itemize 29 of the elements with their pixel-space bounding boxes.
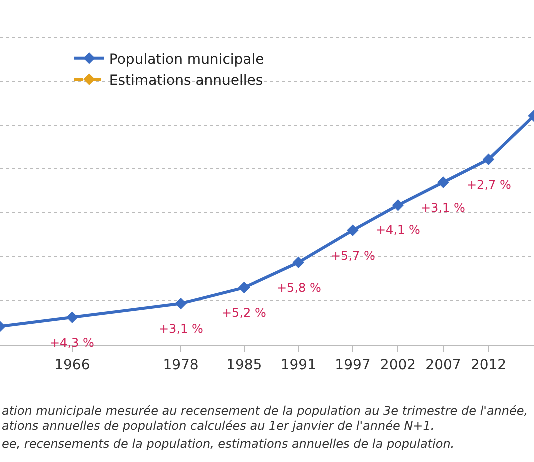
- text: ee, recensements de la population, estimations annuelles de la population.: [2, 437, 455, 451]
- annotation: +5,2 %: [222, 306, 266, 320]
- x-tick-label: 1978: [163, 357, 199, 374]
- legend-label: Estimations annuelles: [109, 73, 264, 90]
- annotation: +3,1 %: [421, 201, 466, 215]
- point: [175, 298, 187, 310]
- x-tick-label: 2012: [470, 357, 507, 374]
- point: [238, 282, 250, 294]
- point: [292, 256, 305, 268]
- point: [392, 200, 404, 212]
- annotation: +3,1 %: [159, 322, 204, 336]
- x-tick-label: 1997: [335, 357, 371, 374]
- annotation: +5,8 %: [277, 281, 322, 295]
- x-tick-label: 2007: [426, 357, 462, 374]
- text: ation municipale mesurée au recensement de la population au 3e trimestre de l'année,: [2, 404, 528, 418]
- legend-label: Population municipale: [109, 52, 264, 68]
- x-tick-label: 1991: [280, 357, 316, 374]
- point: [347, 224, 359, 236]
- annotation: +4,3 %: [50, 336, 94, 350]
- x-tick-label: 1966: [54, 357, 90, 374]
- x-tick-label: 2002: [380, 357, 416, 374]
- text: ations annuelles de population calculées au 1er janvier de l'année N+1.: [2, 419, 435, 433]
- point: [438, 176, 450, 188]
- x-tick-label: 1985: [226, 357, 262, 374]
- annotation: +5,7 %: [331, 249, 376, 263]
- annotation: +2,7 %: [467, 178, 512, 192]
- point: [482, 154, 495, 166]
- point: [66, 312, 78, 324]
- annotation: +4,1 %: [376, 223, 420, 237]
